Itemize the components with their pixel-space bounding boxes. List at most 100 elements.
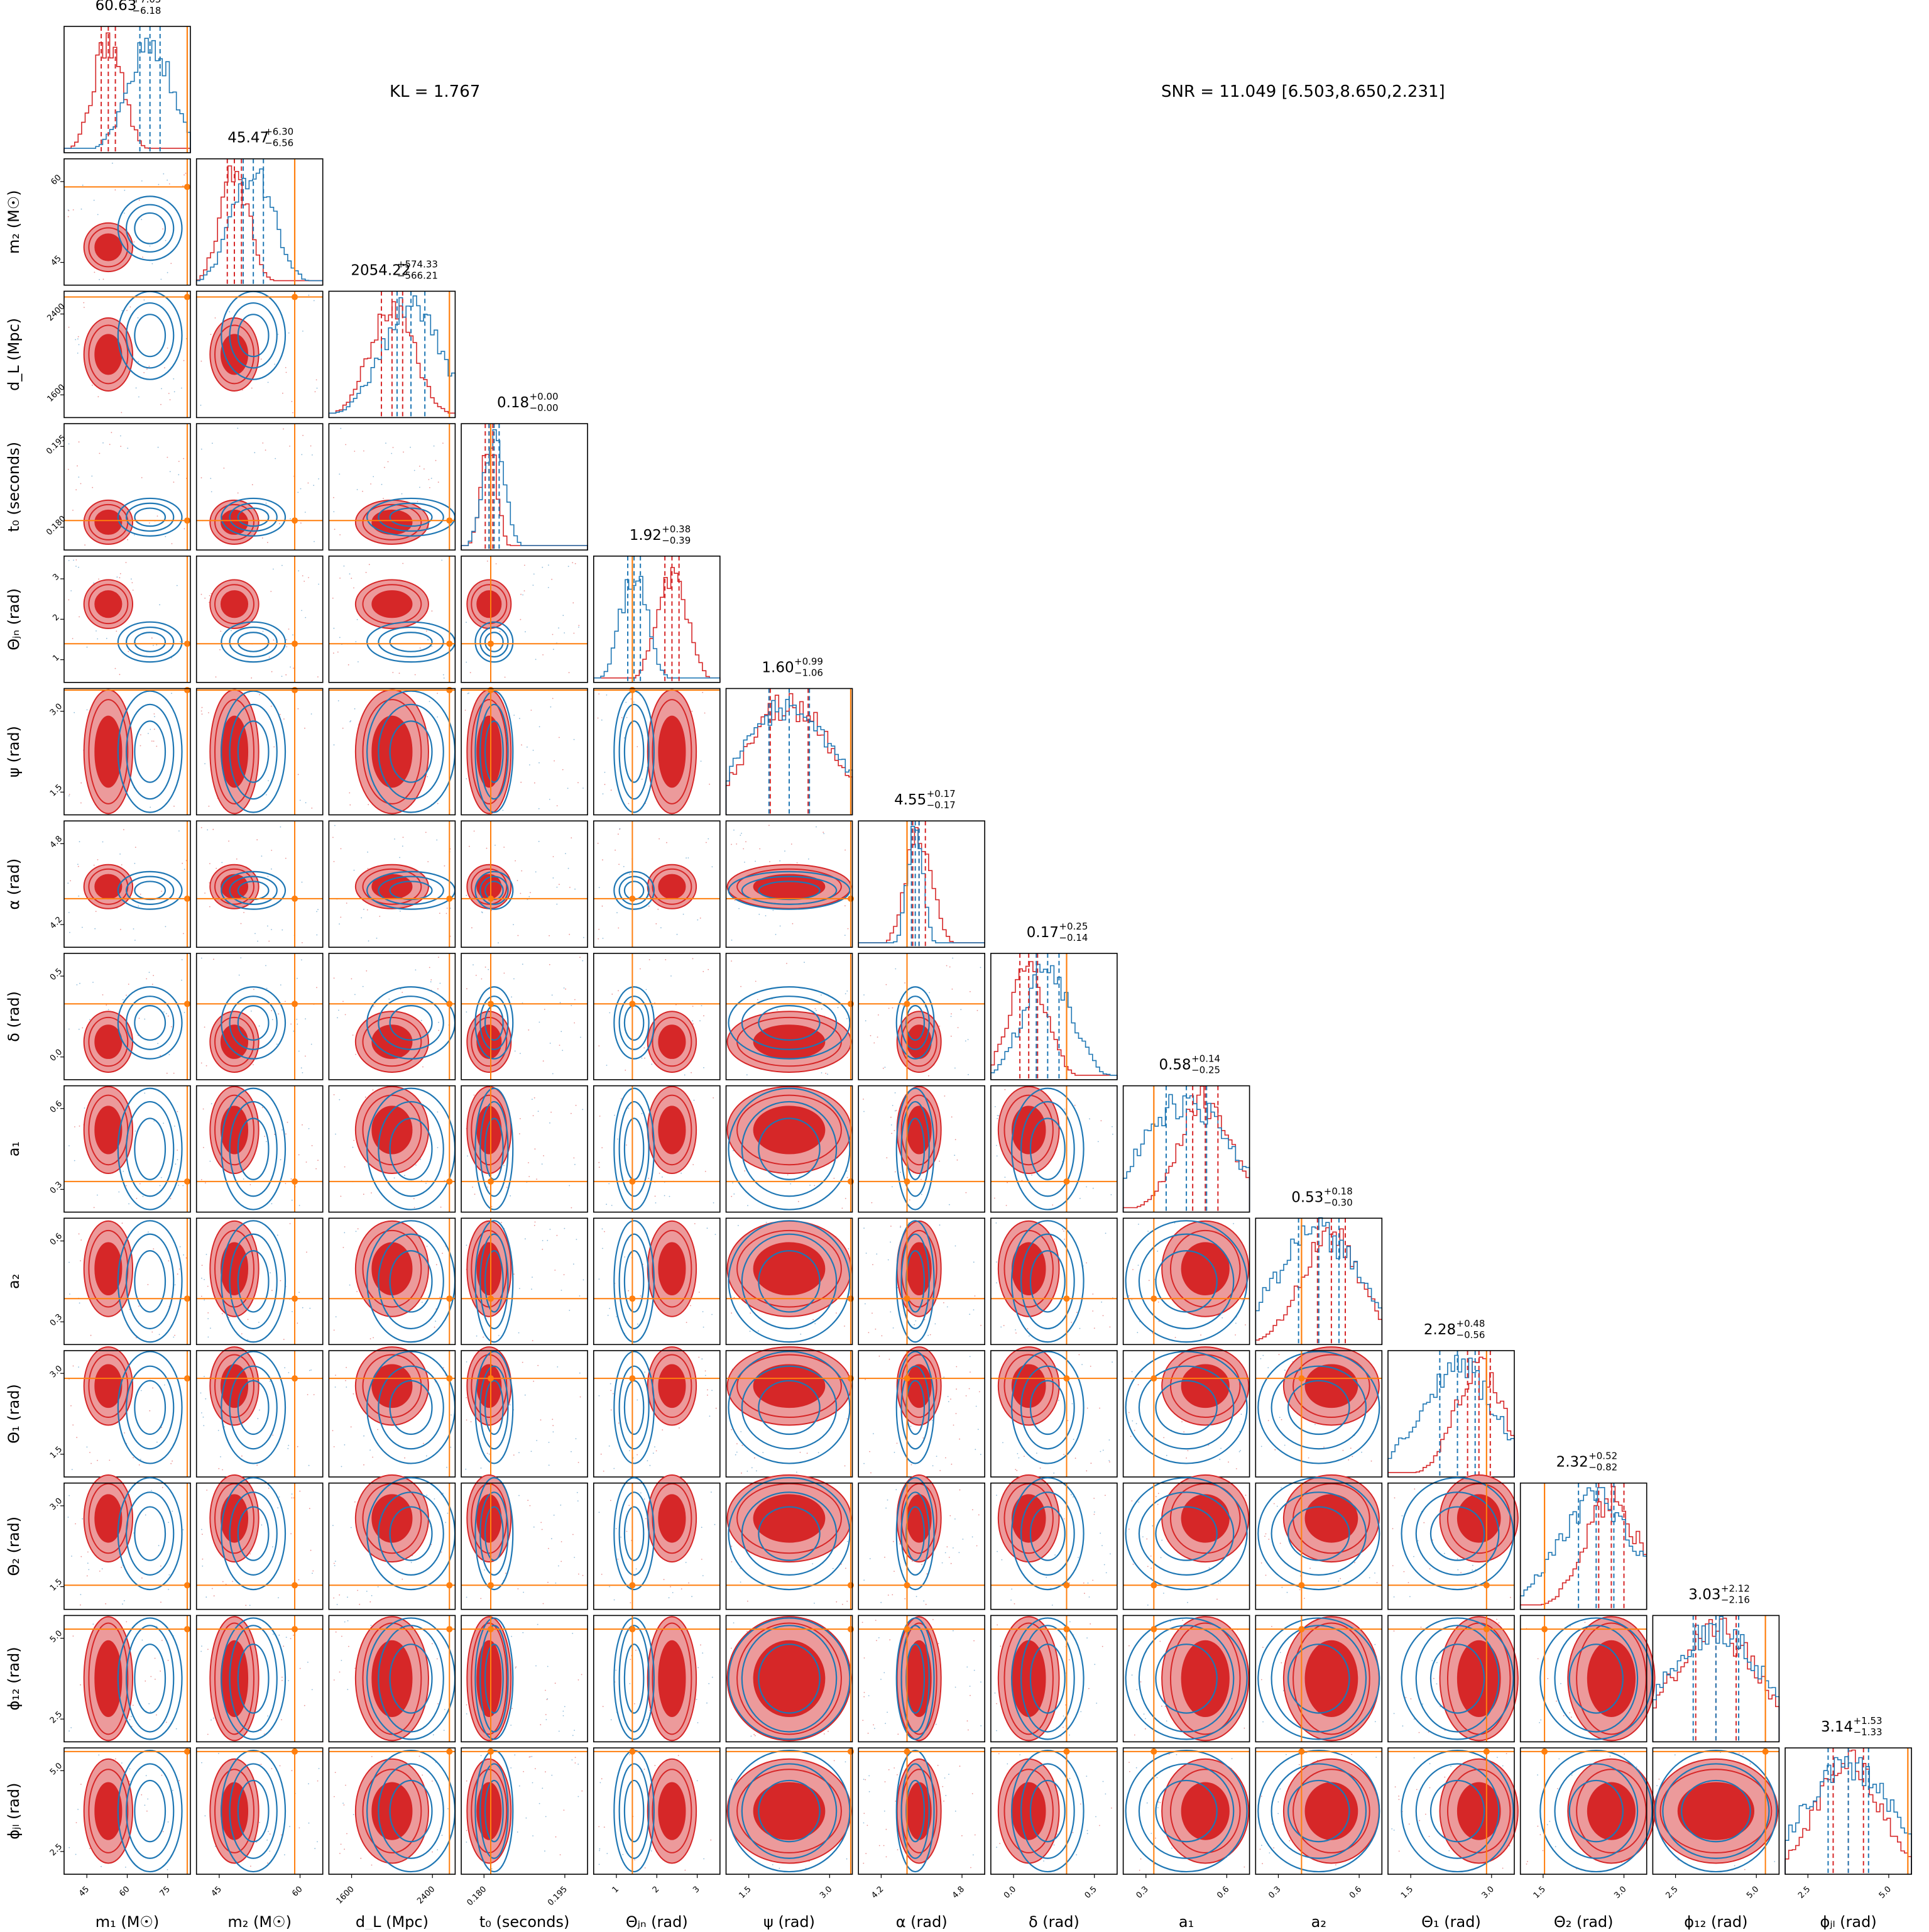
contour-blue-2 xyxy=(389,507,433,527)
sample-dot xyxy=(598,693,600,694)
sample-dot xyxy=(602,1248,603,1249)
sample-dot xyxy=(335,1133,336,1135)
sample-dot xyxy=(889,1639,891,1641)
contour-blue-2 xyxy=(905,1506,926,1561)
stat-plus-1: +6.30 xyxy=(265,126,293,138)
contour-blue-2 xyxy=(905,1004,926,1041)
sample-dot xyxy=(1505,1753,1507,1755)
sample-dot xyxy=(602,938,604,939)
contour-blue-1 xyxy=(125,502,175,532)
sample-dot xyxy=(400,910,401,912)
contour-blue-1 xyxy=(1415,1491,1500,1576)
sample-dot xyxy=(219,649,221,650)
sample-dot xyxy=(549,1122,550,1124)
sample-dot xyxy=(668,1597,670,1599)
sample-dot xyxy=(1043,1860,1044,1862)
sample-dot xyxy=(550,1111,552,1113)
sample-dot xyxy=(863,1111,865,1112)
panel-frame xyxy=(1784,1747,1912,1875)
sample-dot xyxy=(352,1146,354,1148)
sample-dot xyxy=(1080,1803,1081,1805)
sample-dot xyxy=(1093,1513,1095,1515)
sample-dot xyxy=(1094,1511,1095,1513)
sample-dot xyxy=(699,1020,701,1021)
sample-dot xyxy=(350,720,352,722)
hist-line xyxy=(725,699,853,815)
sample-dot xyxy=(298,1579,300,1581)
y-tick-label: 0.5 xyxy=(48,967,64,982)
contour-blue-0 xyxy=(895,1087,935,1210)
sample-dot xyxy=(1131,1674,1133,1676)
contour-blue-0 xyxy=(221,1750,287,1873)
contour-red-inner xyxy=(371,1364,413,1408)
contour-blue-2 xyxy=(237,507,270,527)
sample-dot xyxy=(82,184,84,186)
sample-dot xyxy=(89,1019,90,1021)
y-tick-label: 3.0 xyxy=(48,702,64,718)
sample-dot xyxy=(466,1780,467,1782)
sample-dot xyxy=(1262,1863,1263,1865)
sample-dot xyxy=(532,1782,533,1784)
sample-dot xyxy=(95,911,97,912)
sample-dot xyxy=(928,1075,929,1077)
sample-dot xyxy=(1419,1819,1421,1821)
sample-dot xyxy=(1218,1583,1220,1584)
sample-dot xyxy=(922,1437,924,1439)
sample-dot xyxy=(538,1021,540,1023)
sample-dot xyxy=(604,1231,605,1232)
sample-dot xyxy=(435,459,437,461)
sample-dot xyxy=(344,1444,346,1446)
sample-dot xyxy=(1081,1364,1083,1366)
panel-frame xyxy=(63,953,191,1080)
panel-frame xyxy=(63,1217,191,1346)
sample-dot xyxy=(338,1009,339,1011)
sample-dot xyxy=(753,1733,755,1735)
sample-dot xyxy=(790,843,792,845)
sample-dot xyxy=(358,661,359,662)
sample-dot xyxy=(450,1446,452,1448)
sample-dot xyxy=(569,933,571,935)
contour-blue-2 xyxy=(389,1250,433,1313)
sample-dot xyxy=(686,857,687,859)
contour-blue-1 xyxy=(229,626,278,658)
sample-dot xyxy=(97,638,99,640)
sample-dot xyxy=(93,864,95,866)
sample-dot xyxy=(156,515,158,517)
sample-dot xyxy=(996,1144,997,1146)
sample-dot xyxy=(160,1055,161,1057)
sample-dot xyxy=(945,1794,947,1796)
sample-dot xyxy=(1128,1762,1130,1764)
contour-blue-0 xyxy=(117,1750,183,1873)
sample-dot xyxy=(545,1714,547,1716)
sample-dot xyxy=(643,1769,645,1770)
contour-blue-0 xyxy=(1539,1750,1653,1873)
sample-dot xyxy=(333,744,335,746)
sample-dot xyxy=(134,862,136,864)
sample-dot xyxy=(444,865,445,867)
sample-dot xyxy=(467,1155,468,1157)
sample-dot xyxy=(120,446,122,447)
sample-dot xyxy=(740,1431,742,1432)
sample-dot xyxy=(173,805,175,807)
sample-dot xyxy=(1392,1565,1394,1567)
sample-dot xyxy=(160,1565,161,1567)
sample-dot xyxy=(176,585,178,586)
sample-dot xyxy=(220,1456,221,1457)
contour-blue-2 xyxy=(389,1117,433,1180)
sample-dot xyxy=(238,974,240,976)
sample-dot xyxy=(314,541,315,542)
contour-blue-2 xyxy=(1155,1779,1218,1843)
contour-blue-1 xyxy=(1020,1763,1075,1859)
sample-dot xyxy=(75,489,77,491)
sample-dot xyxy=(1414,1488,1416,1490)
sample-dot xyxy=(156,644,158,645)
sample-dot xyxy=(473,830,475,832)
sample-dot xyxy=(442,1367,444,1369)
sample-dot xyxy=(121,412,123,414)
sample-dot xyxy=(76,1437,78,1439)
sample-dot xyxy=(1132,1563,1134,1565)
sample-dot xyxy=(297,1446,298,1447)
stat-plus-0: +7.05 xyxy=(133,0,161,5)
sample-dot xyxy=(131,1726,133,1727)
contour-blue-1 xyxy=(1020,1625,1075,1733)
